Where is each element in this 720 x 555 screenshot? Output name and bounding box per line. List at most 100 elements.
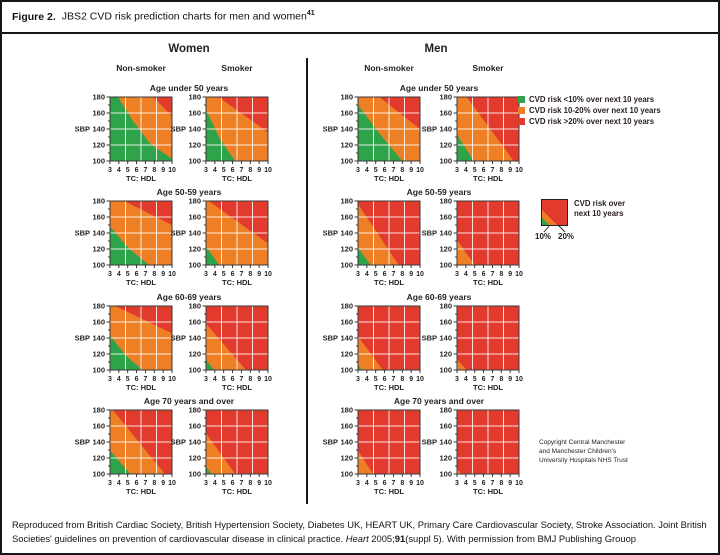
y-tick-label: 160 [340, 422, 353, 431]
copyright-note: Copyright Central Manchester and Manches… [539, 438, 628, 465]
figure-title-superscript: 41 [306, 10, 315, 17]
x-tick-label: 3 [204, 376, 208, 383]
y-axis-label: SBP [323, 334, 338, 343]
x-tick-label: 6 [482, 167, 486, 174]
x-tick-label: 10 [168, 480, 176, 487]
column-header-women-smoker: Smoker [221, 63, 253, 73]
x-tick-label: 8 [499, 376, 503, 383]
x-tick-label: 3 [356, 376, 360, 383]
x-tick-label: 3 [204, 271, 208, 278]
y-tick-label: 100 [188, 157, 201, 166]
x-tick-label: 10 [515, 376, 523, 383]
x-axis-label: TC: HDL [222, 174, 252, 183]
legend-item-low: CVD risk <10% over next 10 years [518, 94, 661, 105]
y-axis-label: SBP [75, 229, 90, 238]
y-tick-label: 180 [92, 197, 105, 206]
x-tick-label: 3 [455, 376, 459, 383]
y-tick-label: 120 [92, 454, 105, 463]
age-row-label: Age 60-69 years [406, 292, 472, 302]
y-tick-label: 140 [188, 334, 201, 343]
caption-text: 2005; [368, 532, 395, 544]
x-tick-label: 7 [490, 480, 494, 487]
men-smoker-60-69: 180 160 140 120 100 SBP 3 4 5 6 7 8 9 10 TC: HDL [422, 302, 523, 392]
y-axis-label: SBP [75, 438, 90, 447]
x-tick-label: 9 [409, 271, 413, 278]
risk-key-line1: CVD risk over [574, 199, 626, 208]
x-tick-label: 10 [168, 376, 176, 383]
y-tick-label: 120 [188, 454, 201, 463]
age-row-label: Age 60-69 years [156, 292, 222, 302]
y-tick-label: 100 [92, 261, 105, 270]
x-tick-label: 3 [108, 480, 112, 487]
x-axis-label: TC: HDL [473, 174, 503, 183]
x-axis-label: TC: HDL [126, 278, 156, 287]
x-tick-label: 9 [409, 167, 413, 174]
x-tick-label: 4 [213, 271, 217, 278]
y-tick-label: 160 [188, 109, 201, 118]
column-header-men-nonsmoker: Non-smoker [364, 63, 414, 73]
y-tick-label: 140 [340, 125, 353, 134]
orange-swatch-icon [518, 107, 525, 114]
x-tick-label: 3 [356, 167, 360, 174]
y-tick-label: 140 [188, 229, 201, 238]
women-smoker-under50-green-region [206, 109, 236, 161]
women-smoker-under50-red-region [218, 97, 268, 133]
risk-key-percent-labels: 10% 20% [535, 232, 574, 241]
x-tick-label: 8 [400, 271, 404, 278]
x-tick-label: 7 [490, 376, 494, 383]
x-tick-label: 4 [464, 167, 468, 174]
y-tick-label: 120 [92, 245, 105, 254]
x-axis-label: TC: HDL [473, 383, 503, 392]
y-tick-label: 120 [92, 141, 105, 150]
risk-key-pointer-lines [543, 224, 566, 233]
y-tick-label: 180 [340, 197, 353, 206]
y-tick-label: 100 [340, 366, 353, 375]
y-axis-label: SBP [75, 125, 90, 134]
y-tick-label: 180 [439, 406, 452, 415]
x-axis-label: TC: HDL [222, 278, 252, 287]
y-tick-label: 180 [92, 302, 105, 311]
x-tick-label: 5 [222, 480, 226, 487]
x-axis-label: TC: HDL [126, 383, 156, 392]
figure-title-text: JBS2 CVD risk prediction charts for men … [61, 10, 307, 23]
y-tick-label: 180 [92, 93, 105, 102]
x-tick-label: 6 [383, 167, 387, 174]
x-tick-label: 6 [482, 376, 486, 383]
x-tick-label: 3 [455, 167, 459, 174]
risk-key-10pct: 10% [535, 232, 552, 241]
x-tick-label: 4 [464, 480, 468, 487]
x-tick-label: 10 [416, 480, 424, 487]
y-tick-label: 100 [92, 366, 105, 375]
x-tick-label: 3 [204, 167, 208, 174]
men-nonsmoker-70plus: 180 160 140 120 100 SBP 3 4 5 6 7 8 9 10 TC: HDL [323, 406, 424, 496]
x-tick-label: 4 [117, 480, 121, 487]
source-caption: Reproduced from British Cardiac Society,… [12, 518, 713, 545]
x-axis-label: TC: HDL [126, 487, 156, 496]
x-tick-label: 4 [365, 480, 369, 487]
x-tick-label: 7 [490, 271, 494, 278]
y-tick-label: 100 [92, 157, 105, 166]
risk-key-line2: next 10 years [574, 209, 624, 218]
risk-key-text: CVD risk over next 10 years [574, 199, 625, 219]
x-tick-label: 5 [374, 271, 378, 278]
legend-label: CVD risk <10% over next 10 years [529, 95, 655, 104]
x-tick-label: 10 [515, 167, 523, 174]
x-tick-label: 9 [409, 376, 413, 383]
y-axis-label: SBP [422, 334, 437, 343]
age-row-label: Age 50-59 years [156, 187, 222, 197]
x-tick-label: 6 [231, 271, 235, 278]
x-axis-label: TC: HDL [222, 383, 252, 392]
caption-text: (suppl 5). With permission from BMJ Publ… [405, 532, 637, 544]
y-tick-label: 180 [188, 302, 201, 311]
x-tick-label: 5 [473, 480, 477, 487]
y-tick-label: 100 [188, 470, 201, 479]
y-tick-label: 160 [340, 318, 353, 327]
y-tick-label: 120 [92, 350, 105, 359]
y-tick-label: 160 [188, 213, 201, 222]
copyright-line: Copyright Central Manchester [539, 439, 626, 446]
y-tick-label: 100 [340, 261, 353, 270]
x-tick-label: 7 [143, 271, 147, 278]
